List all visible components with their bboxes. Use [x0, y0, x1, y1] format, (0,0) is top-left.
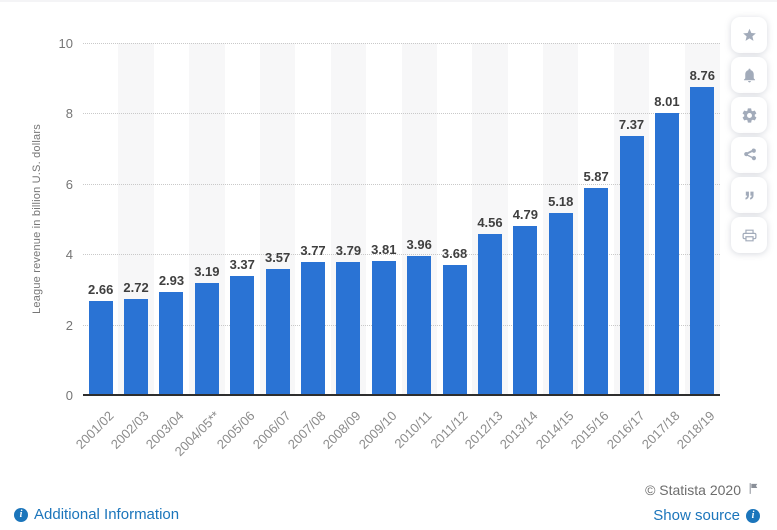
x-axis-tick-label: 2007/08: [284, 408, 329, 452]
show-source-link[interactable]: Show source i: [653, 507, 760, 524]
x-axis-tick-label: 2005/06: [214, 408, 258, 452]
x-axis-tick-label: 2013/14: [497, 408, 541, 452]
bar-value-label: 2.66: [88, 282, 114, 298]
gridline: [83, 324, 720, 326]
bar[interactable]: [548, 212, 573, 395]
info-icon: i: [746, 508, 760, 523]
copyright-label: © Statista 2020: [645, 482, 760, 498]
x-axis-tick-label: 2017/18: [638, 408, 683, 452]
x-axis-tick-label: 2014/15: [532, 408, 577, 452]
x-axis-tick-label: 2002/03: [107, 408, 152, 452]
bar[interactable]: [654, 113, 679, 395]
y-axis-tick-label: 6: [65, 176, 73, 192]
star-button[interactable]: [731, 17, 767, 53]
share-icon: [743, 148, 756, 160]
bar-value-label: 3.81: [371, 241, 397, 257]
bar[interactable]: [88, 301, 113, 395]
bar-value-label: 3.57: [264, 250, 291, 266]
printer-icon: [742, 229, 756, 241]
bar[interactable]: [442, 265, 467, 395]
bar[interactable]: [407, 255, 432, 395]
bell-button[interactable]: [731, 57, 767, 93]
side-toolbar: [731, 17, 771, 257]
bar-value-label: 3.77: [300, 243, 326, 259]
bar[interactable]: [265, 269, 290, 395]
bar-value-label: 3.37: [229, 257, 255, 273]
x-axis-line: [83, 394, 720, 396]
copyright-text: © Statista 2020: [645, 482, 741, 498]
x-axis-tick-label: 2011/12: [427, 408, 471, 452]
x-axis-tick-label: 2006/07: [249, 408, 294, 452]
info-icon: i: [14, 507, 28, 522]
y-axis-tick-label: 0: [65, 388, 73, 403]
bar-value-label: 2.93: [158, 272, 185, 288]
gear-icon: [742, 107, 756, 123]
bar-value-label: 3.79: [335, 242, 362, 258]
bar-chart: League revenue in billion U.S. dollars 0…: [0, 2, 777, 472]
bar[interactable]: [124, 299, 149, 395]
gridline: [83, 113, 720, 115]
gear-button[interactable]: [731, 97, 767, 133]
bar-value-label: 5.87: [583, 169, 609, 185]
gridline: [83, 254, 720, 256]
bar[interactable]: [159, 291, 184, 395]
quote-icon: [744, 191, 754, 200]
bar[interactable]: [513, 226, 538, 395]
bar-value-label: 8.01: [654, 94, 680, 110]
bar-value-label: 3.68: [441, 246, 468, 262]
additional-information-label: Additional Information: [34, 506, 180, 523]
bar-value-label: 8.76: [689, 67, 715, 83]
additional-information-link[interactable]: i Additional Information: [14, 506, 179, 523]
flag-icon: [747, 482, 760, 498]
x-axis-tick-label: 2012/13: [461, 408, 506, 452]
x-axis-tick-label: 2009/10: [355, 408, 400, 452]
bar-value-label: 7.37: [618, 116, 645, 132]
share-button[interactable]: [731, 137, 767, 173]
gridline: [83, 183, 720, 185]
y-axis-title: League revenue in billion U.S. dollars: [31, 124, 43, 314]
bar-value-label: 5.18: [548, 193, 574, 209]
star-icon: [742, 28, 756, 41]
y-axis-tick-label: 4: [65, 247, 73, 263]
bell-icon: [743, 68, 755, 82]
show-source-label: Show source: [653, 507, 740, 524]
bar-value-label: 4.79: [512, 207, 539, 223]
bar[interactable]: [194, 282, 219, 395]
bar[interactable]: [371, 260, 396, 395]
bar[interactable]: [336, 261, 361, 395]
x-axis-tick-label: 2010/11: [391, 408, 435, 452]
y-axis-tick-label: 8: [65, 106, 73, 122]
x-axis-tick-label: 2015/16: [567, 408, 612, 452]
bar-value-label: 4.56: [477, 215, 503, 231]
bar-value-label: 3.19: [194, 263, 220, 279]
x-axis-tick-label: 2008/09: [320, 408, 365, 452]
bar[interactable]: [301, 262, 326, 395]
x-axis-tick-label: 2016/17: [603, 408, 648, 452]
x-axis-tick-label: 2018/19: [674, 408, 718, 452]
bar-value-label: 3.96: [406, 236, 432, 252]
y-axis-tick-label: 10: [58, 36, 73, 51]
bar[interactable]: [584, 188, 609, 395]
bar[interactable]: [619, 135, 644, 395]
quote-button[interactable]: [731, 177, 767, 213]
printer-button[interactable]: [731, 217, 767, 253]
bar[interactable]: [690, 86, 715, 395]
bar[interactable]: [230, 276, 255, 395]
bar-value-label: 2.72: [123, 280, 149, 296]
y-axis-tick-label: 2: [65, 317, 73, 333]
gridline: [83, 43, 720, 44]
bar[interactable]: [477, 234, 502, 395]
x-axis-tick-label: 2001/02: [72, 408, 117, 452]
